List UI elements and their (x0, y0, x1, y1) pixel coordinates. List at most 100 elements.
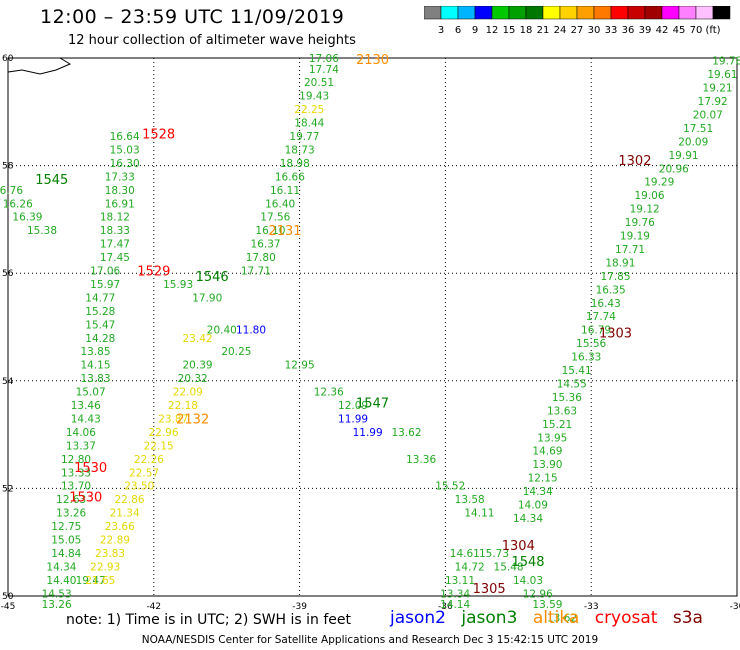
x-tick-label: -33 (584, 602, 599, 612)
data-label-jason3: 19.29 (644, 177, 674, 189)
data-label-jason3: 15.38 (27, 225, 57, 237)
data-label-altika: 22.96 (148, 427, 178, 439)
data-label-jason3: 16.30 (110, 158, 140, 170)
pass-time-label: 1302 (618, 154, 651, 169)
data-label-jason3: 20.07 (693, 109, 723, 121)
data-label-jason3: 17.06 (309, 53, 339, 65)
data-label-jason3: 17.90 (192, 292, 222, 304)
data-label-jason3: 17.71 (241, 266, 271, 278)
data-label-jason3: 19.77 (289, 131, 319, 143)
data-label-jason3: 16.11 (270, 185, 300, 197)
colorbar-label: 15 (503, 25, 516, 36)
data-label-jason3: 14.03 (513, 575, 543, 587)
legend: jason2 jason3 altika cryosat s3a (390, 608, 713, 628)
data-label-jason3: 15.52 (435, 481, 465, 493)
pass-time-label: 1546 (196, 270, 229, 285)
legend-item-jason3: jason3 (461, 608, 518, 628)
data-label-jason3: 16.91 (105, 198, 135, 210)
data-label-altika: 22.86 (114, 494, 144, 506)
pass-time-label: 1548 (511, 555, 544, 570)
data-label-jason3: 14.34 (523, 486, 553, 498)
data-label-jason3: 18.33 (100, 225, 130, 237)
colorbar: 3 6 9 12 15 18 21 24 27 30 33 36 39 42 45 70 (ft) (424, 6, 731, 36)
data-label-altika: 21.34 (110, 508, 140, 520)
data-label-jason3: 13.63 (547, 405, 577, 417)
data-label-altika: 22.18 (168, 400, 198, 412)
data-label-jason3: 17.45 (100, 252, 130, 264)
pass-time-label: 1304 (502, 539, 535, 554)
data-label-jason3: 18.30 (105, 185, 135, 197)
coastline (7, 57, 72, 75)
chart-note: note: 1) Time is in UTC; 2) SWH is in fe… (66, 612, 352, 628)
data-label-altika: 22.93 (90, 561, 120, 573)
data-label-jason3: 20.25 (221, 346, 251, 358)
data-label-jason3: 18.98 (280, 158, 310, 170)
data-label-jason3: 16.39 (12, 212, 42, 224)
data-label-jason3: 20.32 (178, 373, 208, 385)
colorbar-label: 12 (486, 25, 499, 36)
data-label-jason3: 13.37 (66, 440, 96, 452)
y-tick-label: 52 (2, 484, 13, 494)
data-label-jason3: 14.43 (71, 413, 101, 425)
data-label-jason3: 17.92 (698, 96, 728, 108)
data-label-jason3: 15.05 (51, 535, 81, 547)
data-label-altika: 22.15 (144, 440, 174, 452)
pass-time-label: 2132 (176, 412, 209, 427)
x-tick-label: -36 (438, 602, 453, 612)
data-label-jason3: 20.39 (183, 360, 213, 372)
data-label-altika: 23.87 (158, 413, 188, 425)
data-label-jason3: 14.06 (66, 427, 96, 439)
data-label-jason3: 13.58 (455, 494, 485, 506)
data-label-jason3: 20.51 (304, 77, 334, 89)
data-label-jason3: 17.51 (683, 123, 713, 135)
data-label-jason3: 17.56 (260, 212, 290, 224)
data-label-jason3: 12.09 (338, 400, 368, 412)
data-label-jason3: 13.11 (445, 575, 475, 587)
pass-time-label: 1530 (74, 461, 107, 476)
colorbar-label: 42 (656, 25, 669, 36)
data-label-jason2: 11.99 (353, 427, 383, 439)
data-label-jason3: 19.06 (634, 190, 664, 202)
data-label-jason3: 12.15 (528, 473, 558, 485)
chart-footer: NOAA/NESDIS Center for Satellite Applica… (141, 634, 599, 646)
chart-title: 12:00 – 23:59 UTC 11/09/2019 (40, 6, 345, 28)
data-label-jason3: 13.36 (406, 454, 436, 466)
data-label-jason3: 16.10 (255, 225, 285, 237)
data-label-jason3: 12.36 (314, 387, 344, 399)
pass-time-label: 1305 (473, 582, 506, 597)
data-label-jason3: 13.70 (61, 481, 91, 493)
data-label-jason3: 12.95 (285, 360, 315, 372)
data-label-jason3: 13.59 (532, 599, 562, 611)
data-label-jason3: 13.26 (42, 599, 72, 611)
data-label-jason3: 13.95 (537, 432, 567, 444)
data-label-jason3: 17.71 (615, 244, 645, 256)
data-label-jason3: 15.73 (479, 548, 509, 560)
colorbar-label: 33 (605, 25, 618, 36)
data-label-altika: 22.09 (173, 387, 203, 399)
data-label-jason3: 14.14 (440, 599, 470, 611)
data-label-jason3: 19.61 (707, 69, 737, 81)
data-label-jason3: 16.64 (110, 131, 140, 143)
data-label-jason3: 17.06 (90, 266, 120, 278)
x-tick-label: -39 (292, 602, 307, 612)
data-label-altika: 23.42 (183, 333, 213, 345)
pass-time-label: 1528 (142, 127, 175, 142)
pass-time-label: 2131 (268, 224, 301, 239)
data-label-jason3: 18.44 (294, 118, 324, 130)
data-label-jason3: 12.75 (51, 521, 81, 533)
data-label-jason3: 19.47 (76, 575, 106, 587)
data-label-jason3: 13.83 (80, 373, 110, 385)
colorbar-label: 30 (588, 25, 601, 36)
data-label-jason3: 18.73 (285, 144, 315, 156)
colorbar-label: 39 (639, 25, 652, 36)
data-label-jason3: 15.97 (90, 279, 120, 291)
data-label-jason3: 17.33 (105, 171, 135, 183)
data-label-jason3: 20.40 (207, 325, 237, 337)
pass-time-label: 1303 (599, 326, 632, 341)
data-label-jason3: 16.33 (571, 352, 601, 364)
data-label-jason3: 16.37 (251, 239, 281, 251)
data-label-altika: 23.66 (105, 521, 135, 533)
data-label-altika: 21.65 (85, 575, 115, 587)
y-tick-label: 56 (2, 269, 14, 279)
data-label-jason3: 14.84 (51, 548, 81, 560)
